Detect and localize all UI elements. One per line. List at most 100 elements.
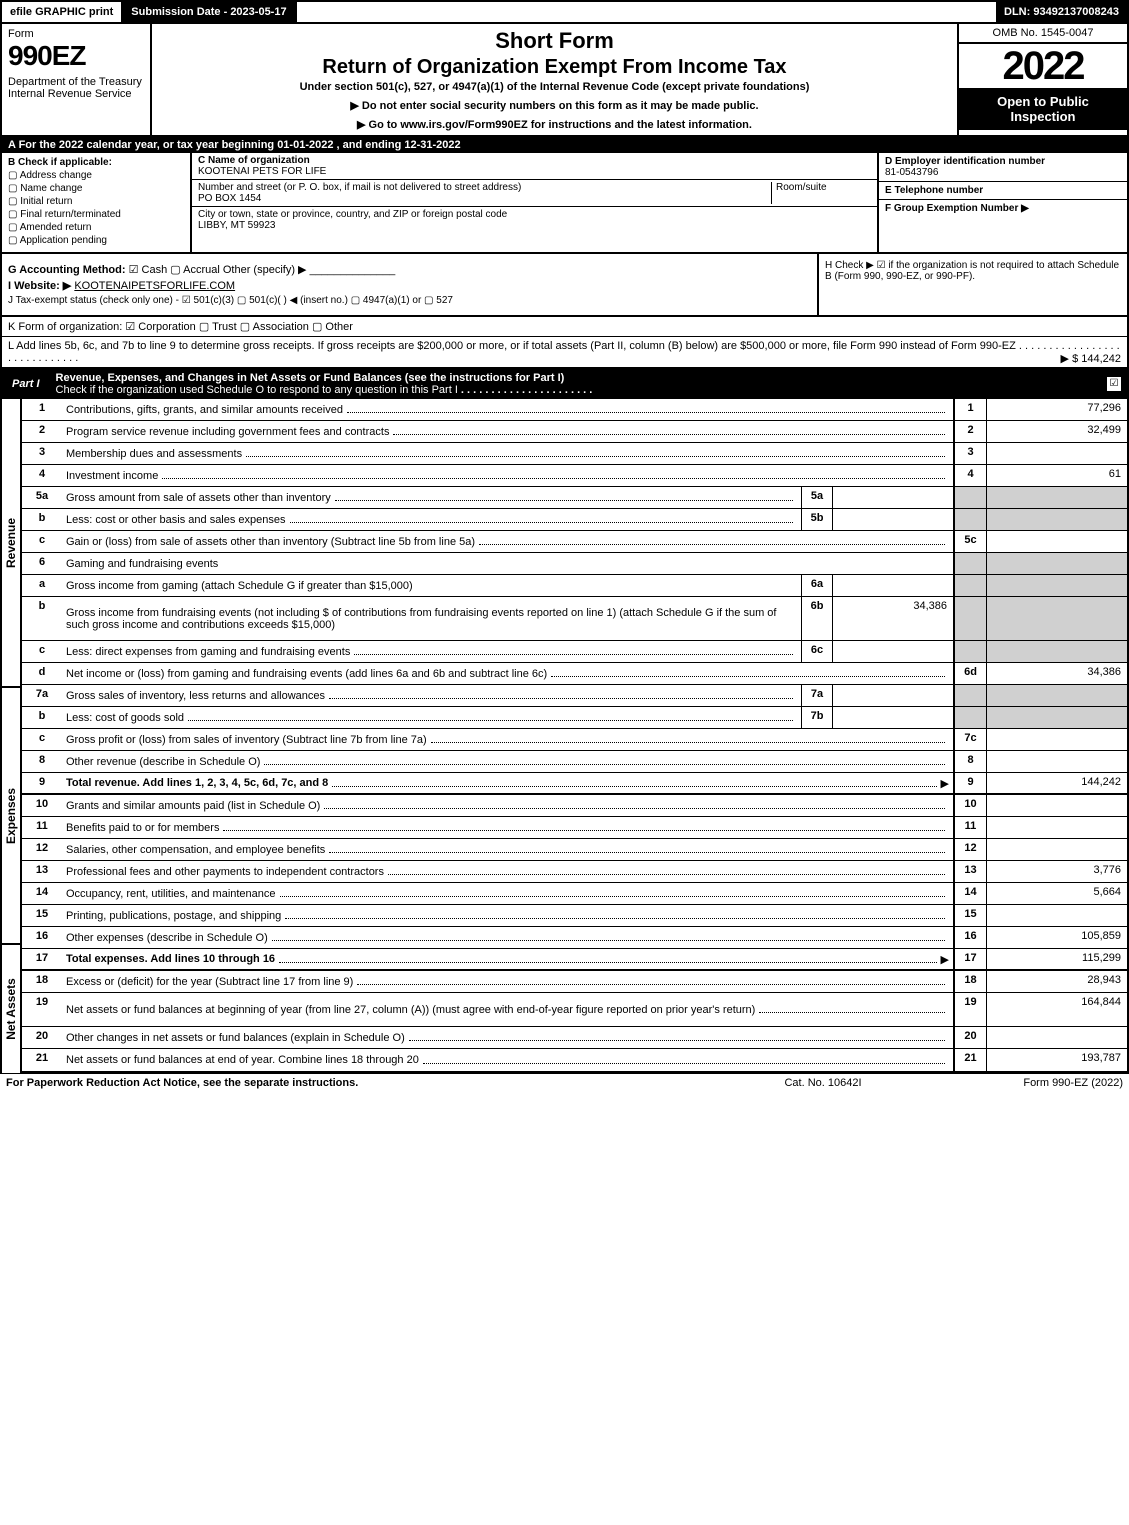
omb-number: OMB No. 1545-0047 xyxy=(959,24,1127,44)
line-19: 19Net assets or fund balances at beginni… xyxy=(22,993,1127,1027)
submission-date: Submission Date - 2023-05-17 xyxy=(123,2,296,22)
b-label: B Check if applicable: xyxy=(8,157,184,168)
header-center: Short Form Return of Organization Exempt… xyxy=(152,24,957,135)
top-bar: efile GRAPHIC print Submission Date - 20… xyxy=(0,0,1129,24)
part-1-checkbox[interactable]: ☑ xyxy=(1107,377,1121,391)
tab-revenue: Revenue xyxy=(2,399,20,688)
line-14: 14Occupancy, rent, utilities, and mainte… xyxy=(22,883,1127,905)
c-name-label: C Name of organization xyxy=(198,155,867,166)
line-18: 18Excess or (deficit) for the year (Subt… xyxy=(22,971,1127,993)
line-16: 16Other expenses (describe in Schedule O… xyxy=(22,927,1127,949)
section-g-i-j: G Accounting Method: Cash Accrual Other … xyxy=(2,254,817,315)
check-address-change[interactable]: Address change xyxy=(8,170,184,181)
website-line: I Website: ▶ KOOTENAIPETSFORLIFE.COM xyxy=(8,279,811,292)
tab-expenses: Expenses xyxy=(2,688,20,945)
accounting-method: G Accounting Method: Cash Accrual Other … xyxy=(8,263,811,276)
under-section: Under section 501(c), 527, or 4947(a)(1)… xyxy=(162,81,947,93)
header-right: OMB No. 1545-0047 2022 Open to Public In… xyxy=(957,24,1127,135)
open-to-public: Open to Public Inspection xyxy=(959,88,1127,130)
line-6c: cLess: direct expenses from gaming and f… xyxy=(22,641,1127,663)
section-k: K Form of organization: ☑ Corporation ▢ … xyxy=(0,317,1129,337)
line-20: 20Other changes in net assets or fund ba… xyxy=(22,1027,1127,1049)
tax-exempt-status: J Tax-exempt status (check only one) - ☑… xyxy=(8,295,811,306)
line-6d: dNet income or (loss) from gaming and fu… xyxy=(22,663,1127,685)
line-15: 15Printing, publications, postage, and s… xyxy=(22,905,1127,927)
cat-number: Cat. No. 10642I xyxy=(723,1077,923,1089)
line-6b: bGross income from fundraising events (n… xyxy=(22,597,1127,641)
check-application-pending[interactable]: Application pending xyxy=(8,235,184,246)
line-5b: bLess: cost or other basis and sales exp… xyxy=(22,509,1127,531)
form-header: Form 990EZ Department of the Treasury In… xyxy=(0,24,1129,137)
section-h: H Check ▶ ☑ if the organization is not r… xyxy=(817,254,1127,315)
part-1-title: Revenue, Expenses, and Changes in Net As… xyxy=(50,369,1107,399)
page-footer: For Paperwork Reduction Act Notice, see … xyxy=(0,1073,1129,1092)
line-1: 1Contributions, gifts, grants, and simil… xyxy=(22,399,1127,421)
line-7a: 7aGross sales of inventory, less returns… xyxy=(22,685,1127,707)
d-label: D Employer identification number xyxy=(885,156,1121,167)
department-label: Department of the Treasury Internal Reve… xyxy=(8,76,144,100)
row-g-h: G Accounting Method: Cash Accrual Other … xyxy=(0,254,1129,317)
line-7c: cGross profit or (loss) from sales of in… xyxy=(22,729,1127,751)
line-17: 17Total expenses. Add lines 10 through 1… xyxy=(22,949,1127,971)
efile-print-button[interactable]: efile GRAPHIC print xyxy=(2,2,123,22)
section-a-tax-year: A For the 2022 calendar year, or tax yea… xyxy=(0,137,1129,153)
e-label: E Telephone number xyxy=(885,185,1121,196)
section-d-e-f: D Employer identification number 81-0543… xyxy=(877,153,1127,252)
tab-net-assets: Net Assets xyxy=(2,945,20,1073)
short-form-label: Short Form xyxy=(162,28,947,54)
line-5c: cGain or (loss) from sale of assets othe… xyxy=(22,531,1127,553)
goto-note: ▶ Go to www.irs.gov/Form990EZ for instru… xyxy=(162,118,947,131)
ein-value: 81-0543796 xyxy=(885,167,1121,178)
dln-label: DLN: 93492137008243 xyxy=(996,2,1127,22)
other-specify[interactable]: Other (specify) ▶ xyxy=(223,264,307,276)
org-city: LIBBY, MT 59923 xyxy=(198,220,871,231)
accrual-checkbox[interactable]: Accrual xyxy=(170,264,220,276)
check-final-return[interactable]: Final return/terminated xyxy=(8,209,184,220)
form-label: Form xyxy=(8,28,144,40)
lines-grid: 1Contributions, gifts, grants, and simil… xyxy=(22,399,1129,1073)
line-4: 4Investment income461 xyxy=(22,465,1127,487)
section-b: B Check if applicable: Address change Na… xyxy=(2,153,192,252)
line-7b: bLess: cost of goods sold7b xyxy=(22,707,1127,729)
part-1-body: Revenue Expenses Net Assets 1Contributio… xyxy=(0,399,1129,1073)
line-5a: 5aGross amount from sale of assets other… xyxy=(22,487,1127,509)
line-6: 6Gaming and fundraising events xyxy=(22,553,1127,575)
website-value[interactable]: KOOTENAIPETSFORLIFE.COM xyxy=(74,280,235,292)
line-8: 8Other revenue (describe in Schedule O)8 xyxy=(22,751,1127,773)
org-name: KOOTENAI PETS FOR LIFE xyxy=(198,166,871,177)
part-1-label: Part I xyxy=(2,375,50,393)
paperwork-notice: For Paperwork Reduction Act Notice, see … xyxy=(6,1077,723,1089)
block-b-c-d-e: B Check if applicable: Address change Na… xyxy=(0,153,1129,254)
check-initial-return[interactable]: Initial return xyxy=(8,196,184,207)
line-12: 12Salaries, other compensation, and empl… xyxy=(22,839,1127,861)
header-left: Form 990EZ Department of the Treasury In… xyxy=(2,24,152,135)
g-label: G Accounting Method: xyxy=(8,264,126,276)
line-9: 9Total revenue. Add lines 1, 2, 3, 4, 5c… xyxy=(22,773,1127,795)
part-1-header: Part I Revenue, Expenses, and Changes in… xyxy=(0,369,1129,399)
side-tabs: Revenue Expenses Net Assets xyxy=(0,399,22,1073)
line-13: 13Professional fees and other payments t… xyxy=(22,861,1127,883)
form-title: Return of Organization Exempt From Incom… xyxy=(162,56,947,79)
check-name-change[interactable]: Name change xyxy=(8,183,184,194)
section-l: L Add lines 5b, 6c, and 7b to line 9 to … xyxy=(0,337,1129,369)
section-c: C Name of organization KOOTENAI PETS FOR… xyxy=(192,153,877,252)
l-amount: ▶ $ 144,242 xyxy=(1061,352,1121,365)
check-amended-return[interactable]: Amended return xyxy=(8,222,184,233)
form-ref: Form 990-EZ (2022) xyxy=(923,1077,1123,1089)
l-text: L Add lines 5b, 6c, and 7b to line 9 to … xyxy=(8,340,1016,352)
line-10: 10Grants and similar amounts paid (list … xyxy=(22,795,1127,817)
c-city-label: City or town, state or province, country… xyxy=(198,209,871,220)
tax-year: 2022 xyxy=(959,44,1127,88)
website-label: I Website: ▶ xyxy=(8,280,71,292)
line-21: 21Net assets or fund balances at end of … xyxy=(22,1049,1127,1071)
form-number: 990EZ xyxy=(8,40,144,72)
ssn-note: ▶ Do not enter social security numbers o… xyxy=(162,99,947,112)
room-suite-label: Room/suite xyxy=(771,182,871,204)
line-2: 2Program service revenue including gover… xyxy=(22,421,1127,443)
line-3: 3Membership dues and assessments3 xyxy=(22,443,1127,465)
org-street: PO BOX 1454 xyxy=(198,193,771,204)
f-label: F Group Exemption Number ▶ xyxy=(885,203,1121,214)
part-1-sub: Check if the organization used Schedule … xyxy=(56,384,458,396)
line-6a: aGross income from gaming (attach Schedu… xyxy=(22,575,1127,597)
cash-checkbox[interactable]: Cash xyxy=(129,264,168,276)
